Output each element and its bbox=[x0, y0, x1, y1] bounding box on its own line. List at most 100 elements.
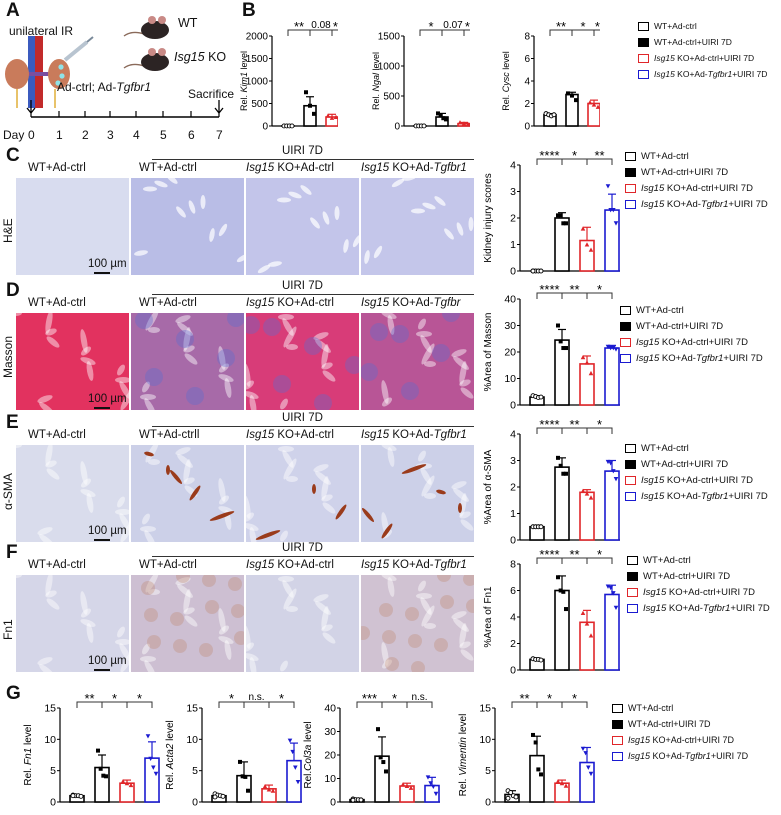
legend-item: WT+Ad-ctrl+UIRI 7D bbox=[625, 164, 768, 180]
micrograph-3 bbox=[246, 575, 359, 672]
column-title-2: WT+Ad-ctrl bbox=[139, 162, 197, 174]
svg-text:*: * bbox=[572, 148, 577, 163]
svg-text:**: ** bbox=[594, 148, 604, 163]
column-title-1: WT+Ad-ctrl bbox=[28, 559, 86, 571]
legend-swatch bbox=[638, 69, 649, 79]
svg-text:20: 20 bbox=[504, 347, 516, 359]
legend-item: Isg15 KO+Ad-Tgfbr1+UIRI 7D bbox=[638, 66, 767, 82]
row-label-d: Masson bbox=[1, 335, 15, 378]
column-title-4: Isg15 KO+Ad-Tgfbr1 bbox=[361, 162, 467, 174]
svg-text:10: 10 bbox=[186, 734, 198, 746]
legend-swatch bbox=[625, 459, 636, 469]
legend-label: WT+Ad-ctrl+UIRI 7D bbox=[641, 458, 729, 470]
legend-item: WT+Ad-ctrl+UIRI 7D bbox=[638, 34, 767, 50]
legend-label: Isg15 KO+Ad-ctrl+UIRI 7D bbox=[654, 53, 755, 63]
svg-text:Rel.Col3a level: Rel.Col3a level bbox=[303, 721, 314, 788]
svg-text:2: 2 bbox=[524, 99, 530, 110]
svg-text:10: 10 bbox=[324, 773, 336, 785]
legend-label: WT+Ad-ctrl bbox=[641, 442, 689, 454]
svg-text:1000: 1000 bbox=[246, 77, 269, 88]
legend-item: Isg15 KO+Ad-Tgfbr1+UIRI 7D bbox=[612, 748, 748, 764]
svg-text:3: 3 bbox=[510, 186, 516, 198]
timeline-day-6: 6 bbox=[188, 128, 195, 142]
svg-text:3: 3 bbox=[510, 455, 516, 467]
legend-g: WT+Ad-ctrl WT+Ad-ctrl+UIRI 7D Isg15 KO+Ad-… bbox=[612, 700, 748, 764]
legend-swatch bbox=[625, 443, 636, 453]
legend-item: WT+Ad-ctrl+UIRI 7D bbox=[627, 568, 770, 584]
svg-text:40: 40 bbox=[504, 294, 516, 306]
micrograph-4 bbox=[361, 575, 474, 672]
legend-f: WT+Ad-ctrl WT+Ad-ctrl+UIRI 7D Isg15 KO+Ad-… bbox=[627, 552, 770, 616]
svg-text:0: 0 bbox=[394, 122, 400, 133]
scale-bar bbox=[94, 272, 110, 274]
svg-text:***: *** bbox=[362, 691, 377, 706]
legend-item: Isg15 KO+Ad-ctrl+UIRI 7D bbox=[638, 50, 767, 66]
svg-text:2000: 2000 bbox=[246, 32, 269, 43]
svg-text:%Area of Masson: %Area of Masson bbox=[483, 313, 494, 392]
legend-swatch bbox=[612, 735, 623, 745]
svg-text:****: **** bbox=[333, 19, 338, 34]
svg-text:****: **** bbox=[539, 148, 559, 163]
panel-letter-d: D bbox=[6, 280, 20, 301]
syringe-icon bbox=[68, 33, 104, 55]
svg-text:40: 40 bbox=[324, 703, 336, 715]
svg-text:4: 4 bbox=[524, 77, 530, 88]
column-title-4: Isg15 KO+Ad-Tgfbr1 bbox=[361, 429, 467, 441]
micrograph-2 bbox=[131, 313, 244, 410]
legend-item: WT+Ad-ctrl+UIRI 7D bbox=[620, 318, 763, 334]
svg-text:6: 6 bbox=[510, 585, 516, 597]
mouse-wt-icon bbox=[123, 16, 169, 39]
legend-swatch bbox=[627, 603, 638, 613]
svg-text:Rel. Fn1 level: Rel. Fn1 level bbox=[23, 724, 34, 785]
svg-text:**: ** bbox=[569, 417, 579, 432]
legend-item: Isg15 KO+Ad-ctrl+UIRI 7D bbox=[625, 180, 768, 196]
svg-text:Rel. Vimentin level: Rel. Vimentin level bbox=[458, 714, 469, 797]
chart-acta2: 0 5 10 15 Rel. Acta2 level * n.s. * bbox=[165, 691, 302, 809]
panel-letter-f: F bbox=[6, 542, 18, 563]
chart-ngal: 0 500 1000 1500 Rel. Ngal level * 0.07**** bbox=[371, 19, 470, 133]
legend-item: Isg15 KO+Ad-ctrl+UIRI 7D bbox=[627, 584, 770, 600]
mouse-isg15-ko-icon bbox=[123, 48, 169, 71]
svg-text:2: 2 bbox=[510, 638, 516, 650]
legend-item: Isg15 KO+Ad-ctrl+UIRI 7D bbox=[620, 334, 763, 350]
group-header-line bbox=[152, 426, 474, 427]
svg-text:****: **** bbox=[465, 19, 470, 34]
legend-label: Isg15 KO+Ad-Tgfbr1+UIRI 7D bbox=[641, 198, 768, 210]
svg-text:n.s.: n.s. bbox=[248, 692, 264, 703]
legend-swatch bbox=[625, 491, 636, 501]
svg-text:*: * bbox=[279, 691, 284, 706]
svg-text:15: 15 bbox=[44, 703, 56, 715]
legend-label: WT+Ad-ctrl+UIRI 7D bbox=[628, 719, 711, 729]
legend-swatch bbox=[612, 751, 623, 761]
legend-label: WT+Ad-ctrl bbox=[654, 21, 697, 31]
micrograph-1 bbox=[16, 313, 129, 410]
group-header-line bbox=[152, 294, 474, 295]
panel-letter-b: B bbox=[242, 0, 256, 21]
svg-text:0: 0 bbox=[524, 122, 530, 133]
column-title-1: WT+Ad-ctrl bbox=[28, 297, 86, 309]
svg-text:**: ** bbox=[556, 19, 566, 34]
legend-swatch bbox=[612, 703, 623, 713]
svg-text:*: * bbox=[137, 691, 142, 706]
micrograph-2 bbox=[131, 575, 244, 672]
svg-text:30: 30 bbox=[504, 320, 516, 332]
svg-text:1500: 1500 bbox=[378, 32, 401, 43]
svg-text:n.s.: n.s. bbox=[411, 692, 427, 703]
svg-text:*: * bbox=[229, 691, 234, 706]
legend-label: Isg15 KO+Ad-Tgfbr1+UIRI 7D bbox=[628, 751, 749, 761]
panel-letter-a: A bbox=[6, 0, 20, 21]
micrograph-2 bbox=[131, 178, 244, 275]
procedure-label: unilateral IR bbox=[9, 24, 74, 38]
legend-item: Isg15 KO+Ad-ctrl+UIRI 7D bbox=[625, 472, 768, 488]
svg-text:0: 0 bbox=[262, 122, 268, 133]
column-title-2: WT+Ad-ctrl bbox=[139, 297, 197, 309]
scale-bar-label: 100 µm bbox=[88, 655, 127, 671]
svg-text:0: 0 bbox=[192, 797, 198, 809]
legend-swatch bbox=[620, 305, 631, 315]
legend-label: Isg15 KO+Ad-ctrl+UIRI 7D bbox=[628, 735, 735, 745]
legend-item: WT+Ad-ctrl bbox=[625, 148, 768, 164]
